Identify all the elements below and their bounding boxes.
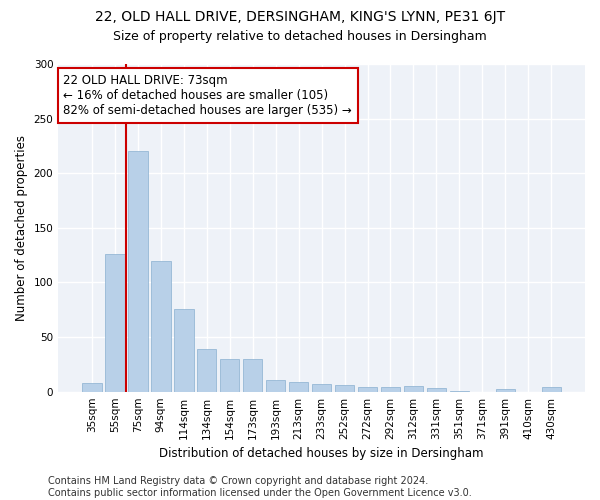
- Bar: [335, 385, 355, 392]
- Y-axis label: Number of detached properties: Number of detached properties: [15, 135, 28, 321]
- X-axis label: Distribution of detached houses by size in Dersingham: Distribution of detached houses by size …: [160, 447, 484, 460]
- Bar: [82, 383, 101, 392]
- Bar: [542, 388, 561, 392]
- Bar: [449, 390, 469, 392]
- Bar: [128, 152, 148, 392]
- Bar: [358, 388, 377, 392]
- Bar: [266, 380, 286, 392]
- Text: Contains HM Land Registry data © Crown copyright and database right 2024.
Contai: Contains HM Land Registry data © Crown c…: [48, 476, 472, 498]
- Bar: [174, 308, 194, 392]
- Text: Size of property relative to detached houses in Dersingham: Size of property relative to detached ho…: [113, 30, 487, 43]
- Text: 22, OLD HALL DRIVE, DERSINGHAM, KING'S LYNN, PE31 6JT: 22, OLD HALL DRIVE, DERSINGHAM, KING'S L…: [95, 10, 505, 24]
- Bar: [381, 388, 400, 392]
- Bar: [312, 384, 331, 392]
- Bar: [220, 359, 239, 392]
- Bar: [289, 382, 308, 392]
- Bar: [496, 390, 515, 392]
- Bar: [243, 359, 262, 392]
- Bar: [427, 388, 446, 392]
- Text: 22 OLD HALL DRIVE: 73sqm
← 16% of detached houses are smaller (105)
82% of semi-: 22 OLD HALL DRIVE: 73sqm ← 16% of detach…: [64, 74, 352, 117]
- Bar: [151, 260, 170, 392]
- Bar: [105, 254, 125, 392]
- Bar: [404, 386, 423, 392]
- Bar: [197, 349, 217, 392]
